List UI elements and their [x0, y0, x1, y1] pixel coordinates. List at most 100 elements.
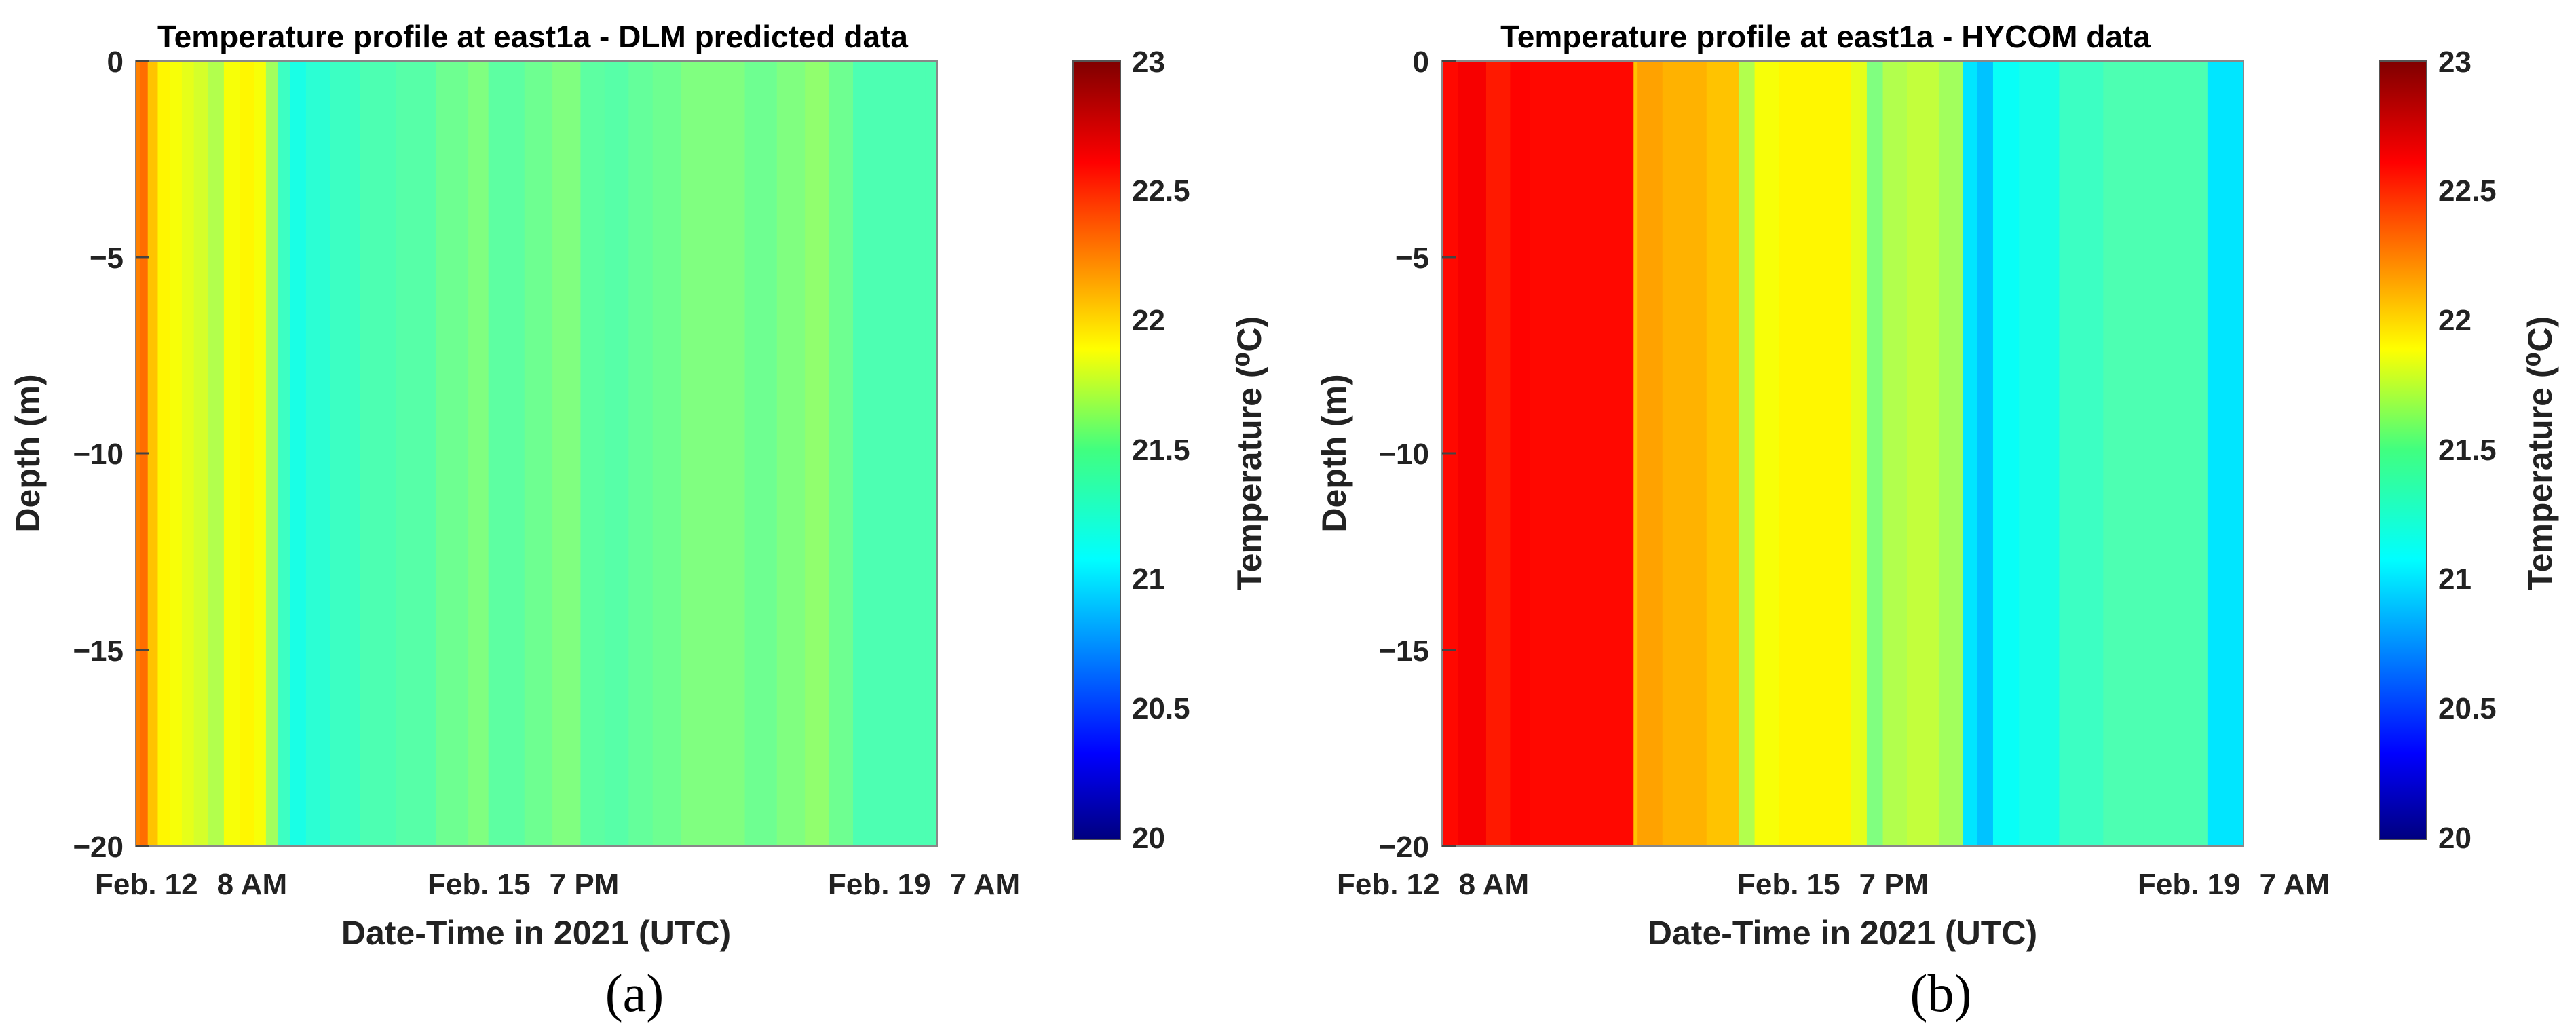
- colorbar-tick-label: 23: [2438, 45, 2471, 79]
- heatmap-column: [1882, 61, 1908, 846]
- heatmap-column: [1754, 61, 1779, 846]
- heatmap-column: [2019, 61, 2060, 846]
- heatmap-column: [208, 61, 225, 846]
- heatmap-column: [713, 61, 746, 846]
- heatmap-column: [1530, 61, 1571, 846]
- x-axis-label: Date-Time in 2021 (UTC): [341, 914, 731, 952]
- heatmap-column: [468, 61, 489, 846]
- colorbar-tick-label: 22: [2438, 304, 2471, 337]
- y-axis-label: Depth (m): [9, 374, 47, 532]
- heatmap-column: [604, 61, 630, 846]
- heatmap-column: [1992, 61, 2020, 846]
- heatmap-column: [1618, 61, 1635, 846]
- y-axis-label: Depth (m): [1315, 374, 1353, 532]
- colorbar-tick-label: 20.5: [1132, 692, 1190, 725]
- x-tick-label: Feb. 19 7 AM: [2138, 868, 2330, 901]
- colorbar: 23 22.5 22 21.5 21 20.5 20 Temperature (…: [2379, 45, 2559, 855]
- heatmap-column: [1570, 61, 1619, 846]
- colorbar-label: Temperature (⁰C): [1230, 316, 1268, 590]
- heatmap-column: [1706, 61, 1739, 846]
- heatmap-column: [2227, 61, 2244, 846]
- heatmap-column: [552, 61, 582, 846]
- heatmap-plot: [136, 61, 938, 846]
- heatmap-column: [170, 61, 183, 846]
- y-tick-label: −10: [1378, 438, 1429, 471]
- heatmap-column: [628, 61, 654, 846]
- heatmap-column: [193, 61, 209, 846]
- heatmap-column: [290, 61, 307, 846]
- x-tick-label: Feb. 15 7 PM: [428, 868, 619, 901]
- heatmap-column: [1977, 61, 1994, 846]
- heatmap-column: [580, 61, 605, 846]
- colorbar-gradient: [2379, 60, 2427, 840]
- colorbar-tick-label: 20: [1132, 822, 1165, 855]
- heatmap-column: [278, 61, 291, 846]
- heatmap-column: [504, 61, 525, 846]
- y-tick-label: −20: [1378, 830, 1429, 864]
- chart-hycom: Temperature profile at east1a - HYCOM da…: [1315, 19, 2559, 1023]
- y-tick-label: −5: [1395, 242, 1429, 275]
- heatmap-column: [157, 61, 170, 846]
- heatmap-column: [1485, 61, 1511, 846]
- colorbar-tick-label: 21.5: [1132, 434, 1190, 467]
- colorbar-tick-label: 23: [1132, 45, 1165, 79]
- heatmap-column: [396, 61, 437, 846]
- heatmap-column: [1637, 61, 1663, 846]
- y-tick-label: −20: [73, 830, 124, 864]
- x-tick-label: Feb. 15 7 PM: [1737, 868, 1929, 901]
- colorbar-tick-label: 22: [1132, 304, 1165, 337]
- heatmap-column: [1779, 61, 1819, 846]
- heatmap-column: [829, 61, 854, 846]
- chart-title: Temperature profile at east1a - HYCOM da…: [1500, 19, 2151, 54]
- heatmap-column: [2183, 61, 2208, 846]
- heatmap-column: [652, 61, 681, 846]
- heatmap-column: [2207, 61, 2229, 846]
- colorbar-tick-label: 21: [1132, 562, 1165, 596]
- heatmap-column: [181, 61, 195, 846]
- heatmap-column: [1939, 61, 1964, 846]
- x-axis-label: Date-Time in 2021 (UTC): [1648, 914, 2037, 952]
- y-tick-label: −5: [90, 242, 124, 275]
- colorbar-tick-label: 20: [2438, 822, 2471, 855]
- colorbar-tick-label: 20.5: [2438, 692, 2497, 725]
- heatmap-column: [147, 61, 159, 846]
- heatmap-column: [1866, 61, 1884, 846]
- heatmap-column: [776, 61, 806, 846]
- heatmap-column: [1963, 61, 1978, 846]
- heatmap-column: [805, 61, 830, 846]
- heatmap-column: [853, 61, 878, 846]
- heatmap-column: [925, 61, 938, 846]
- x-tick-label: Feb. 19 7 AM: [828, 868, 1020, 901]
- heatmap-column: [681, 61, 714, 846]
- heatmap-column: [877, 61, 902, 846]
- heatmap-column: [1906, 61, 1940, 846]
- heatmap-column: [744, 61, 778, 846]
- heatmap-column: [254, 61, 267, 846]
- heatmap-column: [1819, 61, 1852, 846]
- heatmap-column: [1458, 61, 1487, 846]
- heatmap-plot: [1442, 61, 2244, 846]
- x-axis: Feb. 12 8 AM Feb. 15 7 PM Feb. 19 7 AM Date…: [95, 868, 1020, 952]
- colorbar-tick-label: 22.5: [1132, 174, 1190, 208]
- heatmap-column: [2143, 61, 2184, 846]
- heatmap-column: [488, 61, 506, 846]
- heatmap-column: [524, 61, 553, 846]
- heatmap-column: [901, 61, 926, 846]
- heatmap-column: [330, 61, 361, 846]
- heatmap-column: [360, 61, 397, 846]
- heatmap-column: [1633, 61, 1638, 846]
- y-axis: 0 −5 −10 −15 −20 Depth (m): [9, 45, 149, 864]
- heatmap-column: [1851, 61, 1868, 846]
- y-tick-label: −15: [73, 634, 124, 668]
- y-tick-label: −10: [73, 438, 124, 471]
- colorbar: 23 22.5 22 21.5 21 20.5 20 Temperature (…: [1072, 45, 1268, 855]
- heatmap-column: [2103, 61, 2144, 846]
- colorbar-tick-label: 21.5: [2438, 434, 2497, 467]
- heatmap-column: [436, 61, 469, 846]
- y-axis: 0 −5 −10 −15 −20 Depth (m): [1315, 45, 1456, 864]
- y-tick-label: 0: [107, 45, 124, 79]
- heatmap-column: [2059, 61, 2104, 846]
- heatmap-column: [265, 61, 279, 846]
- heatmap-column: [240, 61, 254, 846]
